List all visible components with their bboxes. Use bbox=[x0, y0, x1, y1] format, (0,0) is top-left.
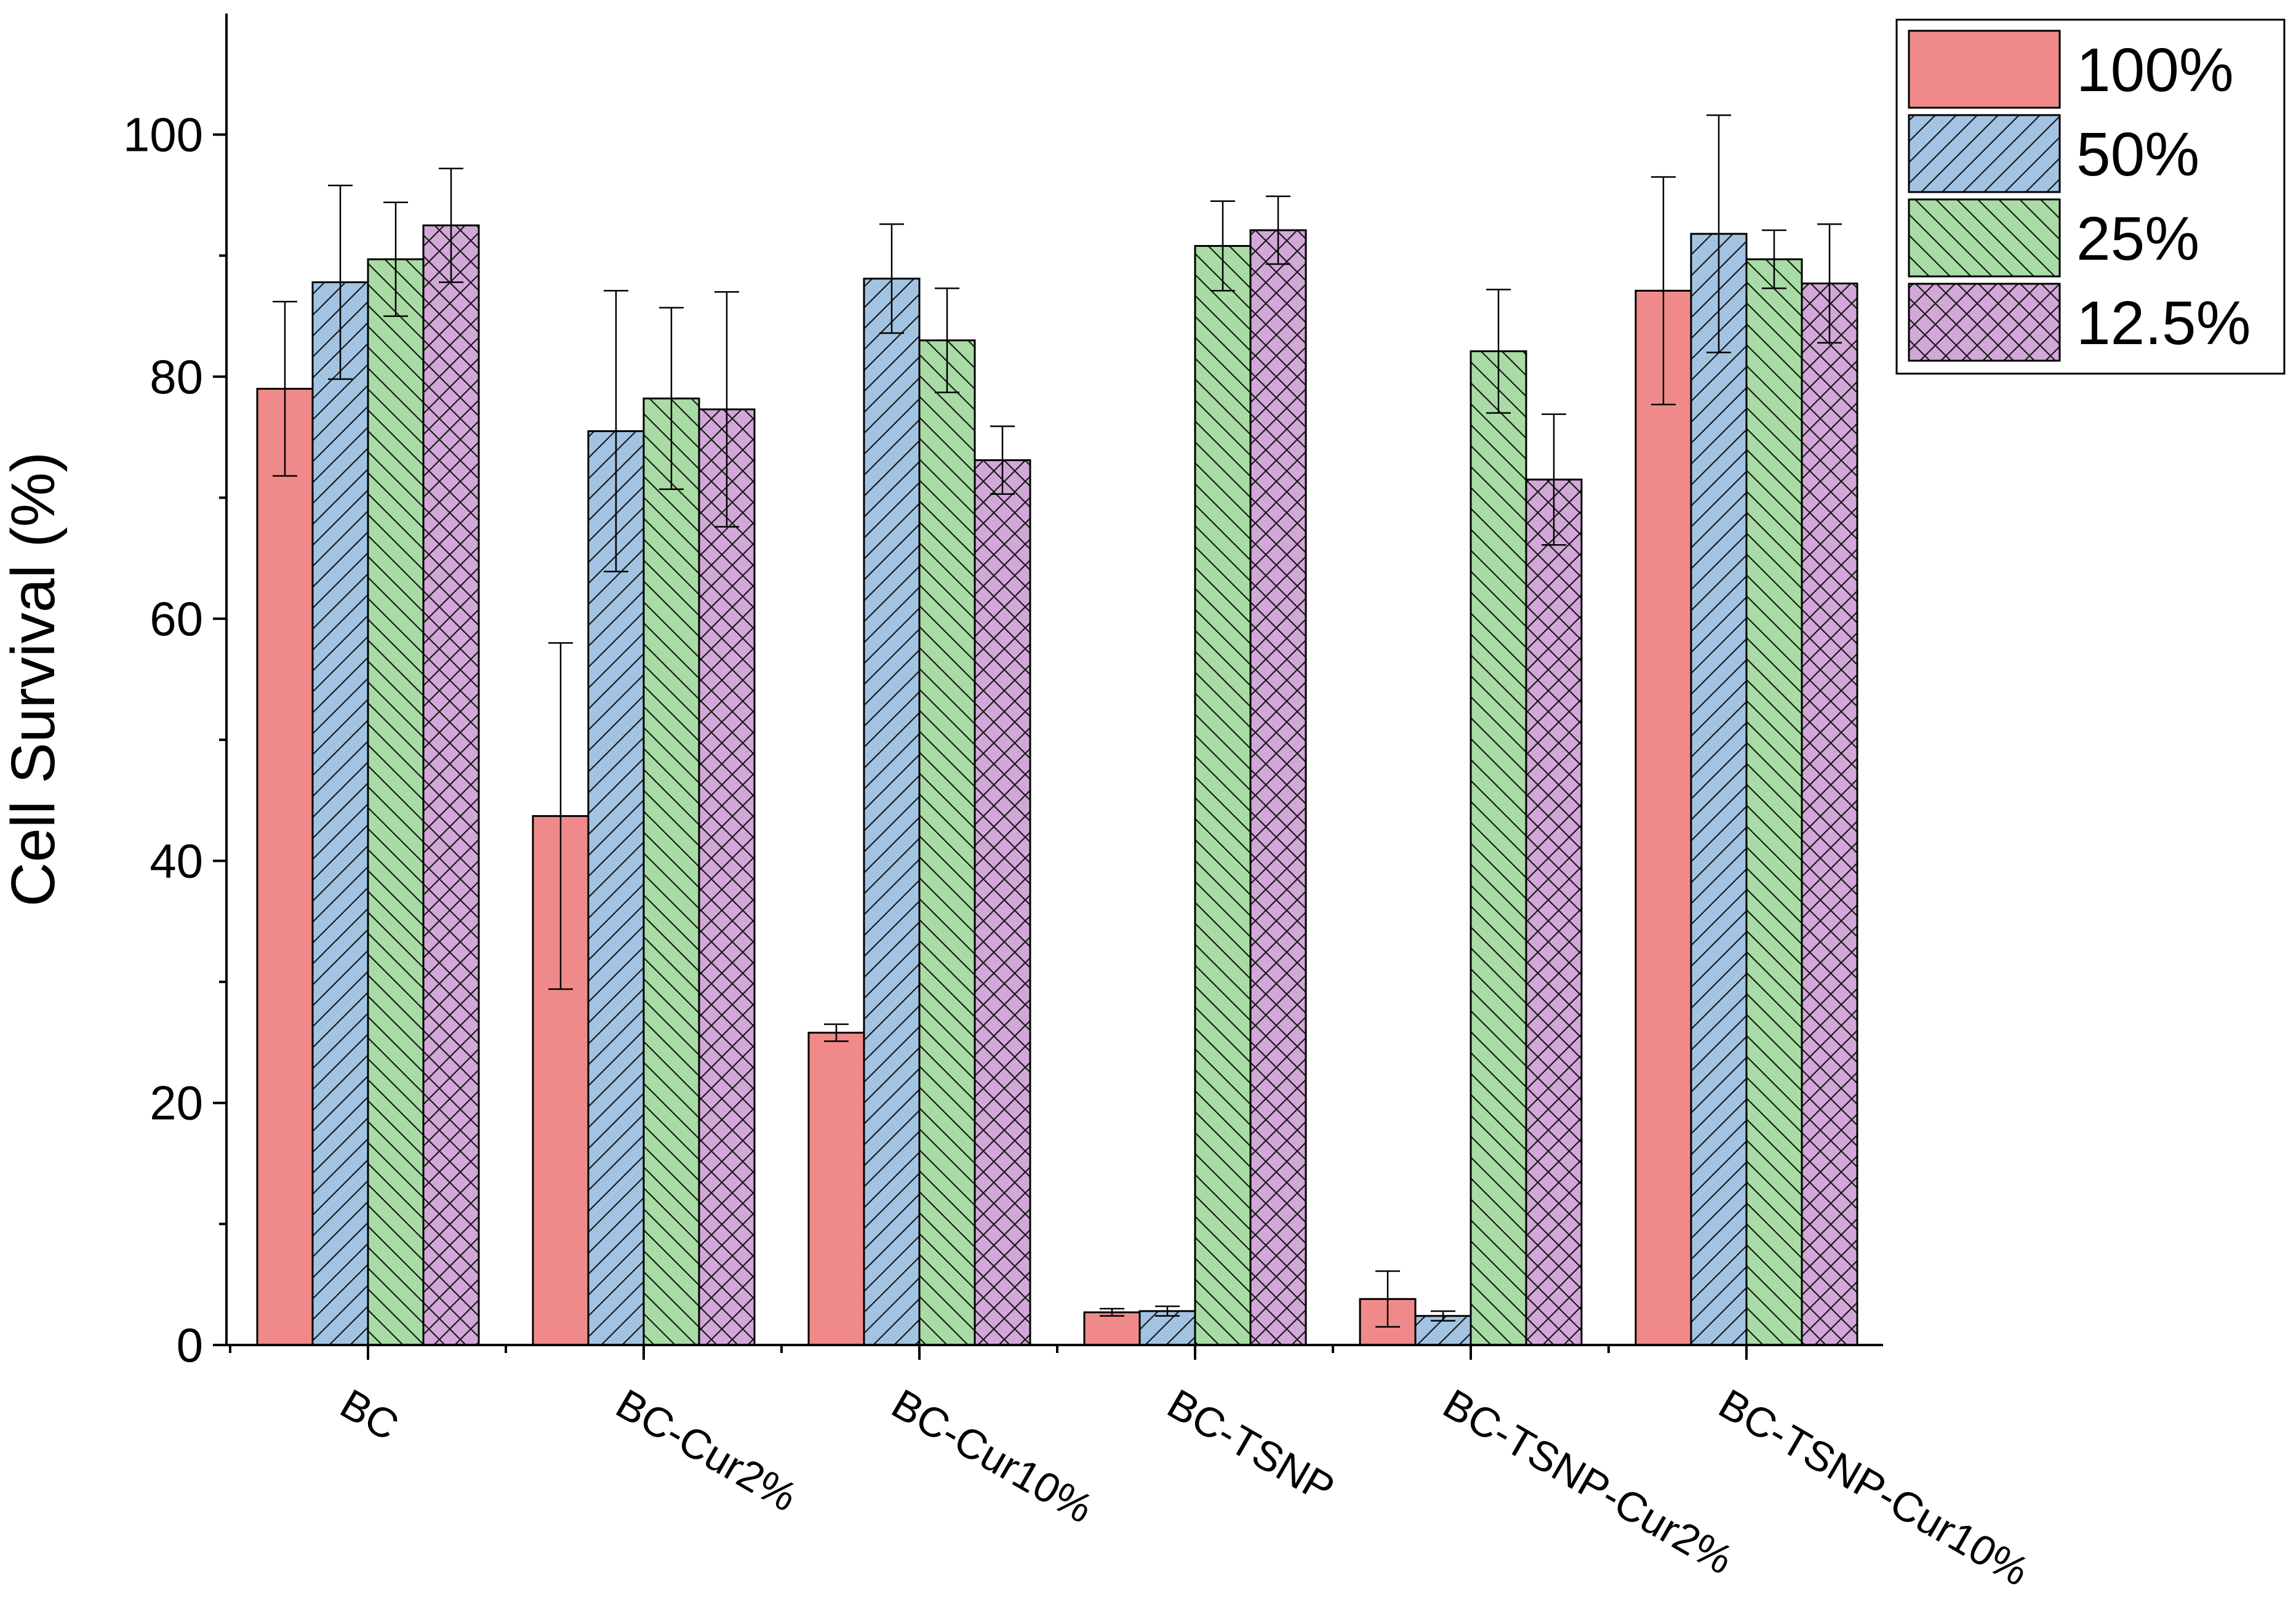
bar-BC-TSNP-Cur2%-12.5% bbox=[1525, 478, 1583, 1346]
error-bar-BC-Cur2%-12.5% bbox=[714, 291, 739, 528]
error-bar-BC-TSNP-Cur2%-100% bbox=[1375, 1270, 1400, 1328]
error-bar-BC-Cur10%-50% bbox=[879, 223, 904, 334]
bar-BC-TSNP-25% bbox=[1194, 245, 1252, 1346]
x-tick-label-BC: BC bbox=[333, 1380, 407, 1450]
bar-BC-25% bbox=[367, 258, 425, 1346]
legend-label-12.5%: 12.5% bbox=[2076, 289, 2251, 358]
legend-swatch-25% bbox=[1908, 198, 2061, 278]
x-tick-label-BC-Cur2%: BC-Cur2% bbox=[609, 1380, 805, 1520]
bar-BC-Cur2%-50% bbox=[587, 430, 645, 1346]
bar-BC-TSNP-Cur10%-25% bbox=[1745, 258, 1803, 1346]
error-bar-BC-Cur2%-100% bbox=[548, 642, 573, 990]
bar-BC-TSNP-100% bbox=[1083, 1311, 1141, 1346]
legend-swatch-12.5% bbox=[1908, 283, 2061, 362]
legend-label-100%: 100% bbox=[2076, 36, 2234, 105]
bar-BC-Cur10%-25% bbox=[918, 339, 976, 1346]
error-bar-BC-TSNP-Cur2%-50% bbox=[1431, 1310, 1455, 1322]
error-bar-BC-TSNP-Cur10%-25% bbox=[1762, 229, 1786, 289]
bar-BC-TSNP-Cur10%-12.5% bbox=[1801, 282, 1858, 1346]
bar-BC-TSNP-12.5% bbox=[1249, 229, 1307, 1346]
legend-swatch-50% bbox=[1908, 114, 2061, 193]
error-bar-BC-Cur10%-100% bbox=[824, 1023, 849, 1042]
error-bar-BC-TSNP-Cur10%-50% bbox=[1706, 114, 1731, 353]
y-tick-label: 80 bbox=[150, 350, 203, 404]
bar-BC-Cur10%-100% bbox=[807, 1032, 865, 1346]
bar-BC-50% bbox=[311, 281, 369, 1346]
x-tick-label-BC-Cur10%: BC-Cur10% bbox=[884, 1380, 1101, 1532]
legend-label-50%: 50% bbox=[2076, 120, 2199, 189]
error-bar-BC-TSNP-Cur2%-25% bbox=[1486, 289, 1511, 414]
error-bar-BC-100% bbox=[273, 300, 297, 477]
bar-BC-Cur2%-12.5% bbox=[698, 408, 756, 1346]
x-tick-label-BC-TSNP: BC-TSNP bbox=[1160, 1380, 1342, 1512]
error-bar-BC-12.5% bbox=[439, 167, 463, 283]
y-tick-label: 60 bbox=[150, 592, 203, 646]
bar-BC-TSNP-Cur10%-50% bbox=[1690, 233, 1748, 1346]
error-bar-BC-Cur2%-50% bbox=[604, 290, 628, 572]
y-tick-label: 0 bbox=[177, 1318, 203, 1372]
error-bar-BC-TSNP-50% bbox=[1155, 1305, 1180, 1317]
error-bar-BC-TSNP-Cur10%-100% bbox=[1651, 176, 1676, 406]
error-bar-BC-Cur10%-25% bbox=[935, 287, 959, 393]
error-bar-BC-50% bbox=[328, 184, 353, 380]
error-bar-BC-25% bbox=[383, 201, 408, 317]
error-bar-BC-TSNP-12.5% bbox=[1266, 195, 1290, 265]
error-bar-BC-TSNP-25% bbox=[1210, 200, 1235, 292]
x-tick-label-BC-TSNP-Cur2%: BC-TSNP-Cur2% bbox=[1436, 1380, 1741, 1583]
error-bar-BC-TSNP-100% bbox=[1100, 1307, 1124, 1317]
error-bar-BC-TSNP-Cur10%-12.5% bbox=[1817, 223, 1842, 344]
legend: 100% 50% 25% 12.5% bbox=[1895, 18, 2286, 375]
y-axis-label: Cell Survival (%) bbox=[0, 452, 68, 907]
bar-BC-Cur10%-12.5% bbox=[974, 459, 1031, 1346]
bar-BC-TSNP-Cur2%-25% bbox=[1470, 350, 1527, 1346]
error-bar-BC-Cur10%-12.5% bbox=[990, 425, 1015, 495]
legend-swatch-100% bbox=[1908, 30, 2061, 109]
error-bar-BC-Cur2%-25% bbox=[659, 307, 684, 491]
legend-label-25%: 25% bbox=[2076, 204, 2199, 273]
error-bar-BC-TSNP-Cur2%-12.5% bbox=[1542, 413, 1566, 546]
bar-BC-Cur2%-25% bbox=[642, 397, 700, 1346]
y-tick-label: 40 bbox=[150, 833, 203, 888]
bar-BC-100% bbox=[256, 388, 314, 1346]
bars-layer bbox=[256, 224, 1858, 1346]
bar-BC-TSNP-Cur10%-100% bbox=[1634, 289, 1692, 1346]
bar-BC-Cur10%-50% bbox=[863, 278, 921, 1346]
error-bars-layer bbox=[273, 114, 1842, 1328]
bar-BC-12.5% bbox=[422, 224, 480, 1346]
y-tick-label: 20 bbox=[150, 1076, 203, 1130]
x-tick-label-BC-TSNP-Cur10%: BC-TSNP-Cur10% bbox=[1711, 1380, 2037, 1595]
y-tick-label: 100 bbox=[123, 108, 203, 162]
